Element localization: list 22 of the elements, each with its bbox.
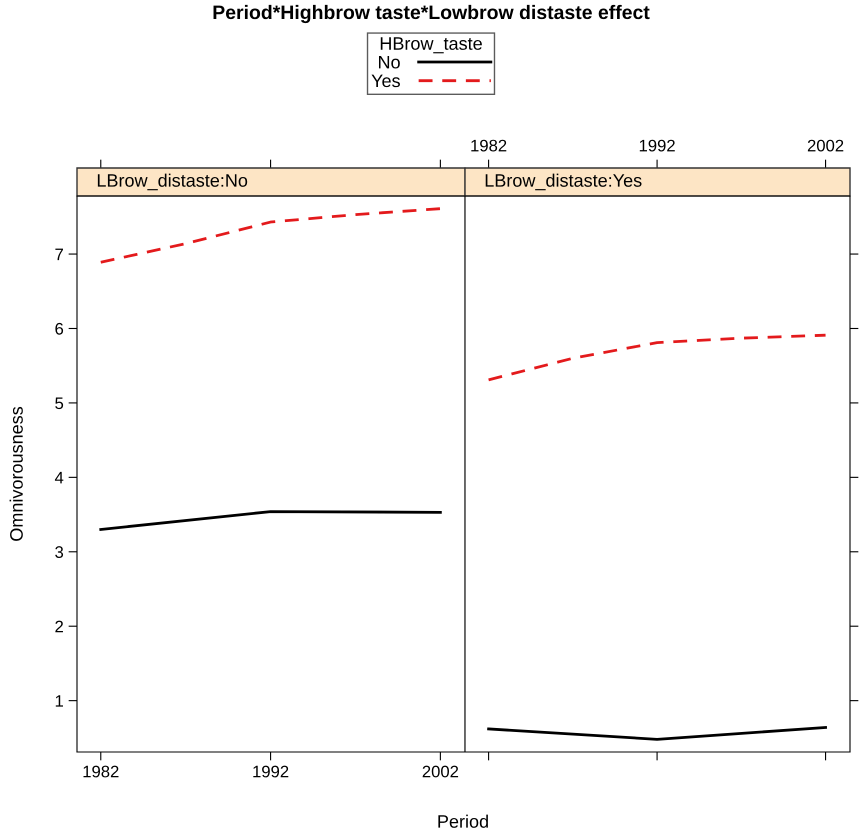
y-axis-title: Omnivorousness xyxy=(10,406,23,541)
x-tick-label: 1982 xyxy=(471,140,506,152)
y-tick-label: 7 xyxy=(55,248,63,260)
x-tick-label: 2002 xyxy=(422,766,458,778)
y-tick-label: 2 xyxy=(55,620,63,632)
y-tick-label: 3 xyxy=(55,546,64,558)
legend-label: Yes xyxy=(372,74,400,88)
legend-label: No xyxy=(378,56,400,69)
x-tick-label: 1992 xyxy=(253,766,288,778)
legend-title: HBrow_taste xyxy=(380,37,482,54)
chart-title: Period*Highbrow taste*Lowbrow distaste effect xyxy=(214,4,650,24)
chart-subtitle: LBrow_distaste:No xyxy=(98,174,248,190)
y-tick-label: 4 xyxy=(54,472,64,484)
y-tick-label: 5 xyxy=(55,397,64,410)
x-tick-label: 1982 xyxy=(84,766,118,778)
x-tick-label: 1992 xyxy=(640,140,675,152)
x-axis-title: Period xyxy=(438,814,488,828)
chart-subtitle: LBrow_distaste:Yes xyxy=(486,174,642,190)
y-tick-label: 1 xyxy=(56,695,63,707)
line-series xyxy=(99,207,442,264)
x-tick-label: 2002 xyxy=(808,140,844,152)
y-tick-label: 6 xyxy=(55,322,64,335)
